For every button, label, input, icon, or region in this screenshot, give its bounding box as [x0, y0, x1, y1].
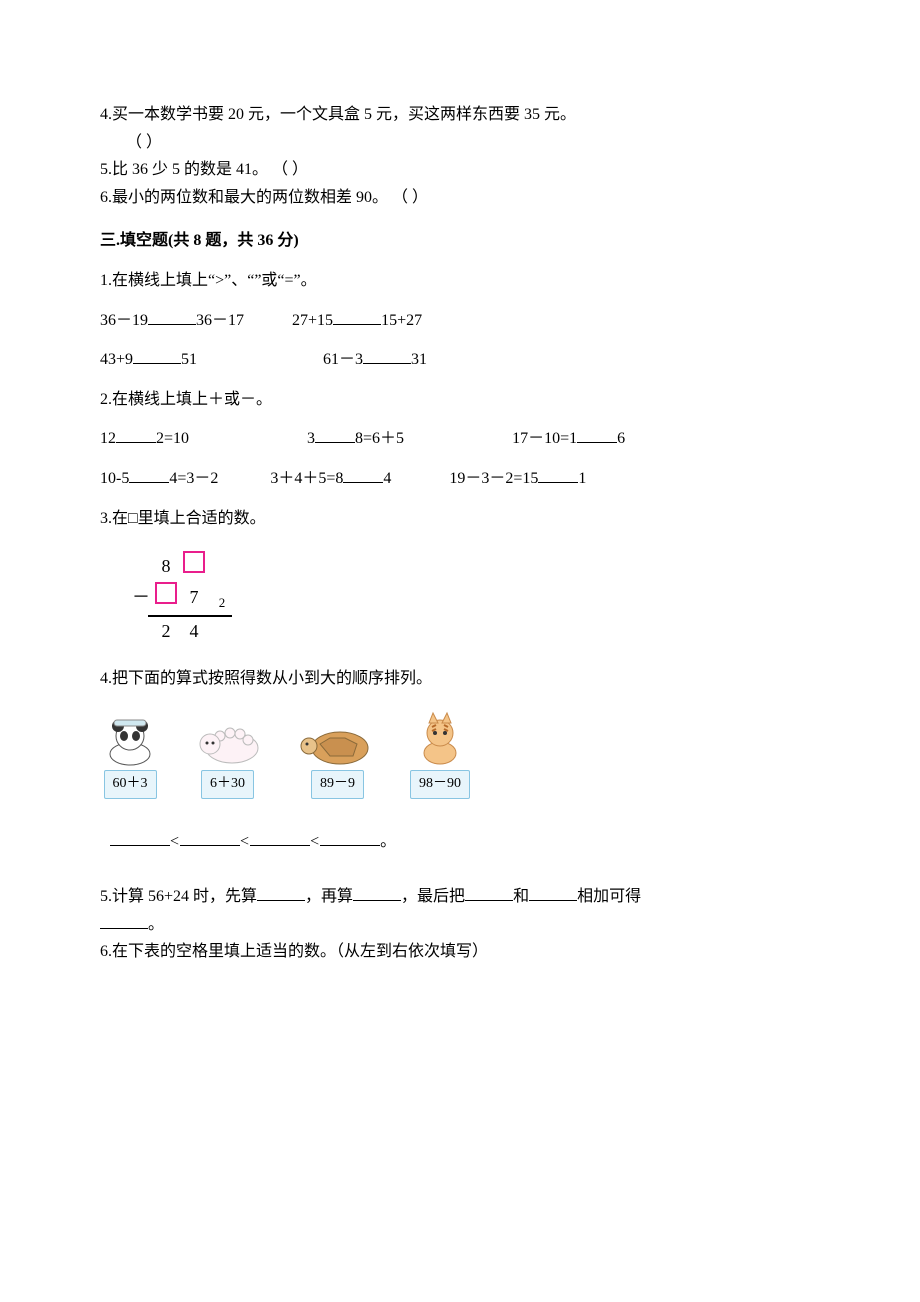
blank[interactable]: [180, 845, 240, 846]
lt: <: [170, 833, 180, 850]
blank[interactable]: [353, 900, 401, 901]
cat-icon: [410, 711, 470, 766]
expr: 3＋4＋5=8: [270, 470, 343, 487]
blank[interactable]: [315, 442, 355, 443]
text: 。: [148, 916, 164, 933]
question-2-5: 5.比 36 少 5 的数是 41。 （ ）: [100, 157, 820, 183]
question-3-6: 6.在下表的空格里填上适当的数。（从左到右依次填写）: [100, 939, 820, 965]
text: ，再算: [305, 888, 353, 905]
digit-8: 8: [152, 552, 180, 581]
s3q2-text: 2.在横线上填上＋或－。: [100, 391, 272, 408]
digit-7: 7: [180, 583, 208, 612]
animal-panda: 60＋3: [100, 716, 160, 798]
question-3-4: 4.把下面的算式按照得数从小到大的顺序排列。: [100, 666, 820, 692]
blank[interactable]: [343, 482, 383, 483]
blank[interactable]: [529, 900, 577, 901]
q6-text: 6.最小的两位数和最大的两位数相差 90。 （ ）: [100, 189, 428, 206]
question-3-5b: 。: [100, 912, 820, 938]
animal-row: 60＋3 6＋30 89－9: [100, 711, 820, 798]
expr: 15+27: [381, 312, 422, 329]
blank[interactable]: [100, 928, 148, 929]
lt: <: [240, 833, 250, 850]
expr: 51: [181, 351, 197, 368]
text: 相加可得: [577, 888, 641, 905]
blank[interactable]: [465, 900, 513, 901]
question-3-5: 5.计算 56+24 时，先算 ，再算 ，最后把 和 相加可得: [100, 884, 820, 910]
s3q1-text: 1.在横线上填上“>”、“”或“=”。: [100, 272, 317, 289]
digit-2: 2: [152, 617, 180, 646]
panda-icon: [100, 716, 160, 766]
blank[interactable]: [133, 363, 181, 364]
expr: 8=6＋5: [355, 430, 404, 447]
expr: 19－3－2=15: [449, 470, 538, 487]
expr: 61－3: [323, 351, 363, 368]
blank[interactable]: [538, 482, 578, 483]
expr: 31: [411, 351, 427, 368]
blank[interactable]: [148, 324, 196, 325]
expr: 3: [307, 430, 315, 447]
blank[interactable]: [110, 845, 170, 846]
text: 和: [513, 888, 529, 905]
q3-1-row1: 36－19 36－17 27+15 15+27: [100, 308, 820, 334]
s3q4-text: 4.把下面的算式按照得数从小到大的顺序排列。: [100, 670, 432, 687]
section3-text: 三.填空题(共 8 题，共 36 分): [100, 232, 299, 249]
animal-tag: 89－9: [311, 770, 364, 798]
question-3-1: 1.在横线上填上“>”、“”或“=”。: [100, 268, 820, 294]
sheep-icon: [190, 716, 265, 766]
animal-turtle: 89－9: [295, 716, 380, 798]
blank[interactable]: [333, 324, 381, 325]
animal-tag: 6＋30: [201, 770, 254, 798]
animal-tag: 60＋3: [104, 770, 157, 798]
expr: 36－19: [100, 312, 148, 329]
animal-tag: 98－90: [410, 770, 470, 798]
expr: 1: [578, 470, 586, 487]
q3-2-row1: 12 2=10 3 8=6＋5 17－10=1 6: [100, 426, 820, 452]
digit-2-small: 2: [208, 593, 236, 614]
expr: 4=3－2: [169, 470, 218, 487]
blank[interactable]: [320, 845, 380, 846]
box-input[interactable]: [183, 551, 205, 573]
s3q6-text: 6.在下表的空格里填上适当的数。（从左到右依次填写）: [100, 943, 488, 960]
expr: 6: [617, 430, 625, 447]
blank[interactable]: [257, 900, 305, 901]
expr: 10-5: [100, 470, 129, 487]
text: 5.计算 56+24 时，先算: [100, 888, 257, 905]
q4-text: 4.买一本数学书要 20 元，一个文具盒 5 元，买这两样东西要 35 元。: [100, 106, 576, 123]
paren-4: （ ）: [126, 134, 162, 151]
s3q3-text: 3.在□里填上合适的数。: [100, 510, 266, 527]
question-2-4: 4.买一本数学书要 20 元，一个文具盒 5 元，买这两样东西要 35 元。: [100, 102, 820, 128]
q5-text: 5.比 36 少 5 的数是 41。 （ ）: [100, 161, 308, 178]
blank[interactable]: [116, 442, 156, 443]
section-3-title: 三.填空题(共 8 题，共 36 分): [100, 228, 820, 254]
question-3-2: 2.在横线上填上＋或－。: [100, 387, 820, 413]
digit-4: 4: [180, 617, 208, 646]
blank[interactable]: [363, 363, 411, 364]
expr: 17－10=1: [512, 430, 577, 447]
ordering-blanks: < < < 。: [110, 829, 820, 855]
text: ，最后把: [401, 888, 465, 905]
expr: 12: [100, 430, 116, 447]
turtle-icon: [295, 716, 380, 766]
expr: 2=10: [156, 430, 189, 447]
expr: 36－17: [196, 312, 244, 329]
animal-sheep: 6＋30: [190, 716, 265, 798]
q3-2-row2: 10-5 4=3－2 3＋4＋5=8 4 19－3－2=15 1: [100, 466, 820, 492]
animal-cat: 98－90: [410, 711, 470, 798]
expr: 43+9: [100, 351, 133, 368]
box-input[interactable]: [155, 582, 177, 604]
expr: 27+15: [292, 312, 333, 329]
lt: <: [310, 833, 320, 850]
expr: 4: [383, 470, 391, 487]
question-2-6: 6.最小的两位数和最大的两位数相差 90。 （ ）: [100, 185, 820, 211]
blank[interactable]: [129, 482, 169, 483]
question-3-3: 3.在□里填上合适的数。: [100, 506, 820, 532]
vertical-subtraction: 8 － 7 2 2 4: [130, 551, 820, 645]
q3-1-row2: 43+9 51 61－3 31: [100, 347, 820, 373]
blank[interactable]: [577, 442, 617, 443]
period: 。: [380, 833, 397, 850]
question-2-4-paren: （ ）: [100, 130, 820, 156]
minus-sign: －: [130, 583, 152, 612]
blank[interactable]: [250, 845, 310, 846]
